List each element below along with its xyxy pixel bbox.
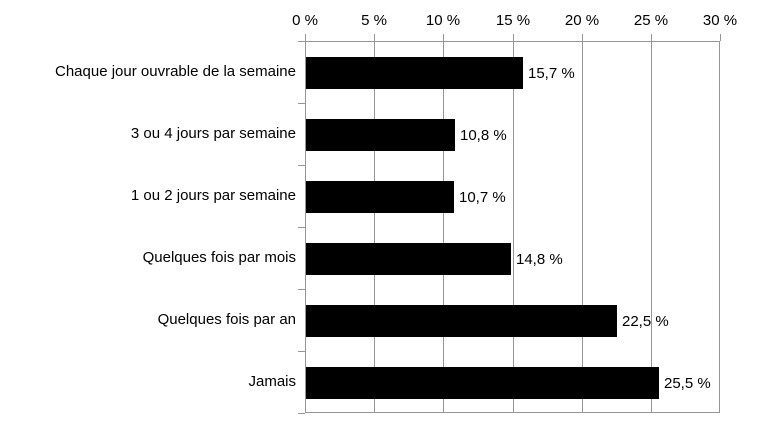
bar: [306, 305, 617, 337]
category-label: 3 ou 4 jours par semaine: [130, 125, 296, 142]
bar-value-label: 10,8 %: [460, 127, 507, 144]
gridline: [582, 42, 583, 412]
bar-value-label: 22,5 %: [622, 313, 669, 330]
bar-value-label: 25,5 %: [664, 375, 711, 392]
bar: [306, 181, 454, 213]
x-axis-tick-label: 5 %: [361, 12, 387, 29]
x-axis-tick-mark: [374, 34, 375, 41]
x-axis-tick-label: 20 %: [564, 12, 600, 29]
gridline: [374, 42, 375, 412]
y-axis-tick-mark: [298, 289, 305, 290]
y-axis-tick-mark: [298, 227, 305, 228]
bar-value-label: 10,7 %: [459, 189, 506, 206]
bar-value-label: 15,7 %: [528, 65, 575, 82]
x-axis-tick-mark: [443, 34, 444, 41]
y-axis-tick-mark: [298, 103, 305, 104]
gridline: [443, 42, 444, 412]
category-label: Quelques fois par mois: [142, 249, 296, 266]
category-label: Chaque jour ouvrable de la semaine: [55, 63, 296, 80]
x-axis-tick-mark: [513, 34, 514, 41]
x-axis-tick-mark: [720, 34, 721, 41]
plot-area: 15,7 % 10,8 % 10,7 % 14,8 % 22,5 % 25,5 %: [305, 41, 720, 413]
y-axis-tick-mark: [298, 41, 305, 42]
gridline: [513, 42, 514, 412]
bar: [306, 367, 659, 399]
category-label: 1 ou 2 jours par semaine: [130, 187, 296, 204]
bar: [306, 243, 511, 275]
y-axis-tick-mark: [298, 413, 305, 414]
y-axis-tick-mark: [298, 351, 305, 352]
x-axis-tick-label: 30 %: [702, 12, 738, 29]
bar: [306, 119, 455, 151]
x-axis-tick-mark: [651, 34, 652, 41]
x-axis-tick-label: 10 %: [425, 12, 461, 29]
x-axis-tick-label: 15 %: [495, 12, 531, 29]
x-axis-tick-label: 0 %: [292, 12, 318, 29]
category-label: Quelques fois par an: [157, 311, 296, 328]
y-axis-tick-mark: [298, 165, 305, 166]
x-axis-tick-mark: [582, 34, 583, 41]
gridline: [651, 42, 652, 412]
bar-value-label: 14,8 %: [516, 251, 563, 268]
x-axis-tick-mark: [305, 34, 306, 41]
category-label: Jamais: [248, 373, 296, 390]
x-axis-tick-label: 25 %: [633, 12, 669, 29]
bar: [306, 57, 523, 89]
